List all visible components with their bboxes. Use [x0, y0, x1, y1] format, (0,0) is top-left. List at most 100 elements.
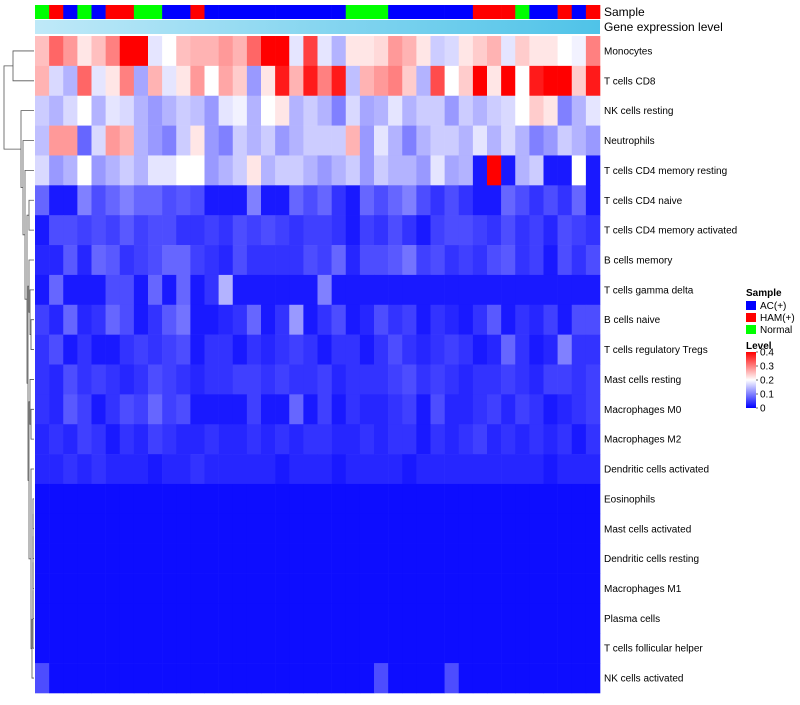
- heatmap-cell: [444, 454, 460, 485]
- heatmap-cell: [105, 36, 121, 67]
- heatmap-cell: [63, 65, 78, 97]
- heatmap-cell: [119, 663, 135, 694]
- heatmap-cell: [543, 603, 558, 634]
- heatmap-cell: [77, 274, 92, 306]
- heatmap-cell: [232, 245, 248, 276]
- heatmap-cell: [275, 215, 290, 246]
- heatmap-cell: [529, 483, 544, 515]
- row-label: T cells follicular helper: [604, 644, 703, 655]
- sample-cell-ham: [49, 5, 64, 19]
- sample-cell-ac: [430, 5, 445, 19]
- heatmap-cell: [345, 513, 361, 544]
- heatmap-cell: [571, 603, 587, 634]
- heatmap-cell: [303, 364, 318, 395]
- heatmap-cell: [246, 573, 262, 604]
- heatmap-cell: [529, 125, 544, 156]
- heatmap-cell: [49, 513, 64, 544]
- heatmap-cell: [557, 185, 573, 216]
- heatmap-cell: [331, 424, 347, 455]
- heatmap-cell: [571, 633, 587, 664]
- heatmap-cell: [543, 274, 558, 306]
- heatmap-cell: [571, 274, 587, 306]
- heatmap-cell: [317, 454, 332, 485]
- dendrogram-branch: [30, 408, 34, 440]
- sample-cell-ac: [458, 5, 474, 19]
- heatmap-cell: [148, 454, 163, 485]
- heatmap-cell: [501, 364, 516, 395]
- heatmap-cell: [91, 274, 106, 306]
- heatmap-cell: [501, 274, 516, 306]
- heatmap-cell: [148, 633, 163, 664]
- heatmap-cell: [232, 65, 248, 97]
- legend: Sample AC(+) HAM(+) Normal Level 0.40.30…: [746, 288, 795, 415]
- row-label: Dendritic cells resting: [604, 554, 699, 565]
- heatmap-cell: [63, 454, 78, 485]
- heatmap-cell: [402, 483, 417, 515]
- heatmap-cell: [374, 394, 389, 425]
- heatmap-cell: [359, 603, 375, 634]
- heatmap-cell: [49, 274, 64, 306]
- heatmap-cell: [416, 663, 431, 694]
- heatmap-cell: [345, 215, 361, 246]
- heatmap-cell: [529, 633, 544, 664]
- heatmap-cell: [317, 65, 332, 97]
- heatmap-cell: [472, 543, 488, 574]
- heatmap-cell: [148, 394, 163, 425]
- heatmap-cell: [105, 245, 121, 276]
- heatmap-cell: [105, 215, 121, 246]
- heatmap-cell: [571, 513, 587, 544]
- heatmap-cell: [585, 483, 601, 515]
- heatmap-cell: [246, 633, 262, 664]
- heatmap-cell: [359, 185, 375, 216]
- heatmap-cell: [119, 483, 135, 515]
- heatmap-cell: [105, 513, 121, 544]
- heatmap-cell: [77, 95, 92, 126]
- heatmap-cell: [204, 95, 219, 126]
- heatmap-cell: [331, 663, 347, 694]
- heatmap-cell: [585, 454, 601, 485]
- heatmap-cell: [388, 334, 403, 365]
- heatmap-cell: [444, 334, 460, 365]
- heatmap-cell: [416, 394, 431, 425]
- heatmap-cell: [345, 394, 361, 425]
- annotation-label-gene-expression: Gene expression level: [604, 20, 723, 34]
- heatmap-cell: [246, 454, 262, 485]
- heatmap-cell: [515, 483, 530, 515]
- heatmap-cell: [529, 424, 544, 455]
- heatmap-cell: [585, 36, 601, 67]
- row-label: T cells CD4 naive: [604, 196, 683, 207]
- heatmap-cell: [388, 454, 403, 485]
- heatmap-cell: [63, 274, 78, 306]
- heatmap-cell: [472, 36, 488, 67]
- heatmap-cell: [63, 543, 78, 574]
- heatmap-cell: [261, 95, 276, 126]
- heatmap-cell: [472, 663, 488, 694]
- heatmap-cell: [49, 364, 64, 395]
- heatmap-cell: [218, 573, 234, 604]
- heatmap-cell: [345, 573, 361, 604]
- heatmap-cell: [261, 274, 276, 306]
- heatmap-cell: [359, 36, 375, 67]
- heatmap-cell: [133, 155, 149, 186]
- sample-cell-ac: [331, 5, 347, 19]
- heatmap-cell: [543, 454, 558, 485]
- heatmap-cell: [119, 513, 135, 544]
- heatmap-cell: [176, 543, 191, 574]
- heatmap-cell: [133, 215, 149, 246]
- heatmap-cell: [148, 424, 163, 455]
- heatmap-cell: [317, 334, 332, 365]
- heatmap-cell: [275, 304, 290, 335]
- heatmap-cell: [374, 483, 389, 515]
- heatmap-cell: [557, 274, 573, 306]
- heatmap-cell: [261, 663, 276, 694]
- heatmap-cell: [49, 663, 64, 694]
- heatmap-cell: [529, 573, 544, 604]
- heatmap-cell: [35, 36, 50, 67]
- heatmap-cell: [388, 185, 403, 216]
- sample-cell-ac: [275, 5, 290, 19]
- heatmap-cell: [204, 543, 219, 574]
- row-label: T cells gamma delta: [604, 285, 694, 296]
- heatmap-cell: [275, 245, 290, 276]
- row-label: T cells CD4 memory activated: [604, 226, 737, 237]
